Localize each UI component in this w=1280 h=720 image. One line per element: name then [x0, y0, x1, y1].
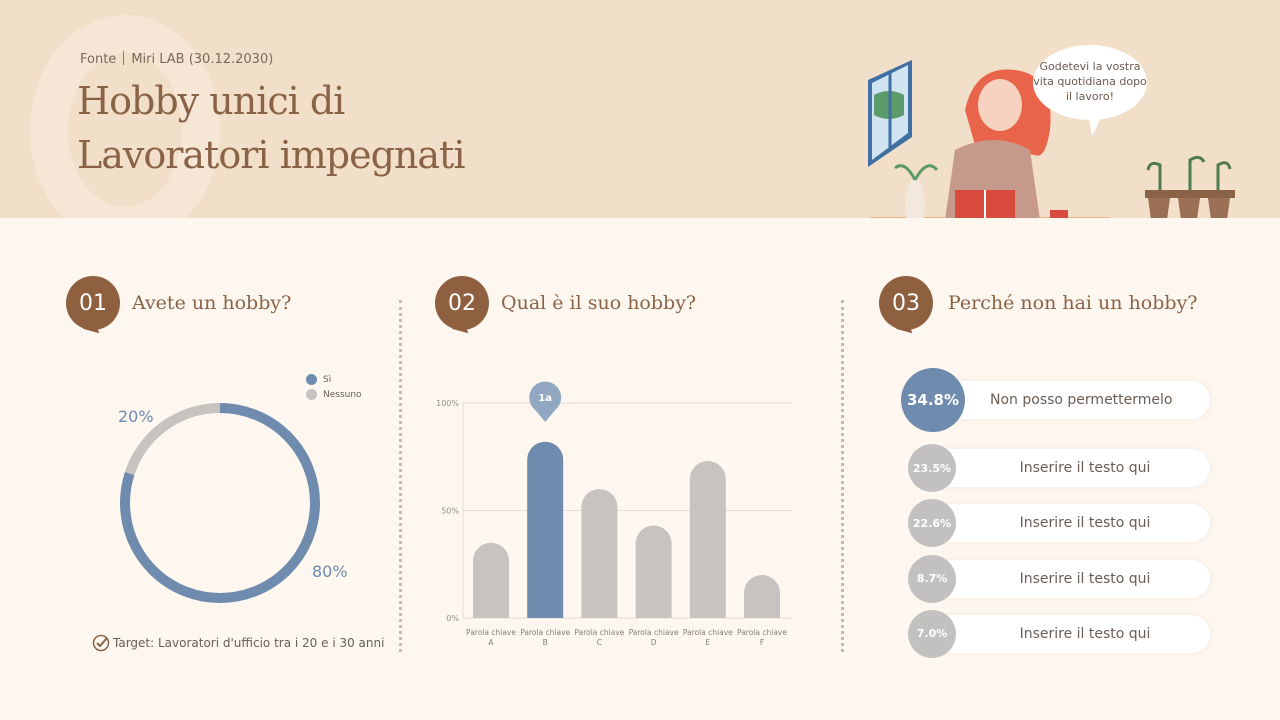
- x-tick-label: Parola chiave E: [683, 628, 733, 647]
- panel-number: 03: [879, 276, 933, 330]
- panel-number: 02: [435, 276, 489, 330]
- x-tick-label: Parola chiave B: [520, 628, 570, 647]
- donut-label-si: 80%: [312, 562, 348, 581]
- x-tick-label: Parola chiave A: [466, 628, 516, 647]
- source-label: Fonte: [80, 52, 117, 67]
- reason-percent: 8.7%: [908, 554, 956, 603]
- donut-slice-0: [120, 403, 320, 603]
- panel-3-header: 03 Perché non hai un hobby?: [879, 276, 1198, 330]
- panel-question: Avete un hobby?: [132, 292, 292, 314]
- reason-percent: 22.6%: [908, 499, 956, 548]
- donut-chart: [120, 403, 320, 603]
- speech-bubble: Godetevi la vostra vita quotidiana dopo …: [1033, 45, 1147, 120]
- legend-item-nessuno: Nessuno: [306, 389, 362, 400]
- y-tick-label: 50%: [441, 507, 459, 516]
- divider: [399, 300, 402, 652]
- reason-percent: 7.0%: [908, 609, 956, 658]
- bar-4: [689, 461, 726, 618]
- reason-label: Inserire il testo qui: [930, 504, 1210, 543]
- marker-pin: [529, 381, 562, 422]
- reason-percent: 34.8%: [901, 368, 965, 432]
- panel-2-header: 02 Qual è il suo hobby?: [435, 276, 696, 330]
- bar-2: [581, 489, 618, 618]
- check-circle-icon: [92, 634, 110, 652]
- divider: [841, 300, 844, 652]
- target-note: Target: Lavoratori d'ufficio tra i 20 e …: [92, 634, 384, 652]
- panel-number: 01: [66, 276, 120, 330]
- header: Fonte Miri LAB (30.12.2030) Hobby unici d…: [0, 0, 1280, 218]
- bar-0: [473, 542, 509, 618]
- bar-5: [744, 575, 780, 618]
- reason-label: Inserire il testo qui: [930, 449, 1210, 487]
- x-tick-label: Parola chiave D: [629, 628, 679, 647]
- bar-1: [527, 441, 564, 618]
- x-tick-label: Parola chiave F: [737, 628, 787, 647]
- legend-item-si: Sì: [306, 374, 362, 385]
- reason-label: Inserire il testo qui: [930, 559, 1210, 598]
- donut-legend: Sì Nessuno: [306, 374, 362, 404]
- panel-question: Qual è il suo hobby?: [501, 292, 697, 314]
- page-title: Hobby unici di Lavoratori impegnati: [77, 74, 465, 182]
- donut-label-nessuno: 20%: [118, 407, 154, 426]
- bar-3: [635, 525, 672, 618]
- panel-question: Perché non hai un hobby?: [948, 292, 1198, 314]
- reason-percent: 23.5%: [908, 444, 956, 492]
- title-line-1: Hobby unici di: [77, 79, 345, 123]
- y-tick-label: 0%: [446, 614, 459, 623]
- reason-label: Non posso permettermelo: [930, 381, 1210, 419]
- y-tick-label: 100%: [436, 399, 459, 408]
- source: Fonte Miri LAB (30.12.2030): [80, 51, 273, 67]
- title-line-2: Lavoratori impegnati: [77, 133, 465, 177]
- reason-label: Inserire il testo qui: [930, 614, 1210, 653]
- reading-woman-illustration: [868, 60, 1235, 218]
- x-tick-label: Parola chiave C: [574, 628, 624, 647]
- marker-label: 1a: [538, 393, 552, 404]
- source-value: Miri LAB (30.12.2030): [131, 52, 274, 67]
- panel-1-header: 01 Avete un hobby?: [66, 276, 291, 330]
